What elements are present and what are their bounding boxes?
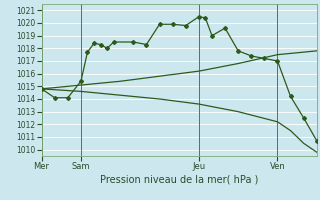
X-axis label: Pression niveau de la mer( hPa ): Pression niveau de la mer( hPa ) <box>100 174 258 184</box>
